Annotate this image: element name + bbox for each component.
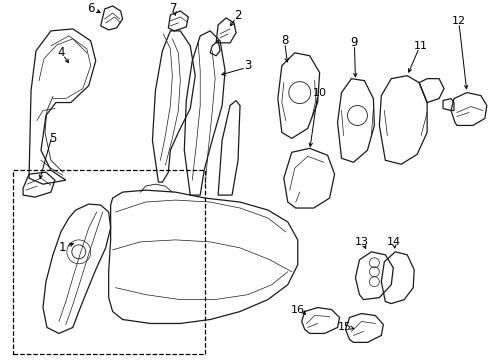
Text: 7: 7 xyxy=(170,3,177,15)
Text: 1: 1 xyxy=(59,241,67,255)
Text: 5: 5 xyxy=(49,132,57,145)
Text: 13: 13 xyxy=(354,237,368,247)
Text: 4: 4 xyxy=(57,46,65,59)
Text: 2: 2 xyxy=(234,9,242,22)
Text: 8: 8 xyxy=(281,34,289,48)
Text: 11: 11 xyxy=(414,41,428,51)
FancyBboxPatch shape xyxy=(13,170,205,354)
Text: 6: 6 xyxy=(87,3,95,15)
Text: 16: 16 xyxy=(291,305,305,315)
Text: 9: 9 xyxy=(351,36,358,49)
Text: 3: 3 xyxy=(245,59,252,72)
Text: 14: 14 xyxy=(387,237,401,247)
Text: 10: 10 xyxy=(313,87,327,98)
Text: 12: 12 xyxy=(452,16,466,26)
Text: 15: 15 xyxy=(338,323,351,332)
